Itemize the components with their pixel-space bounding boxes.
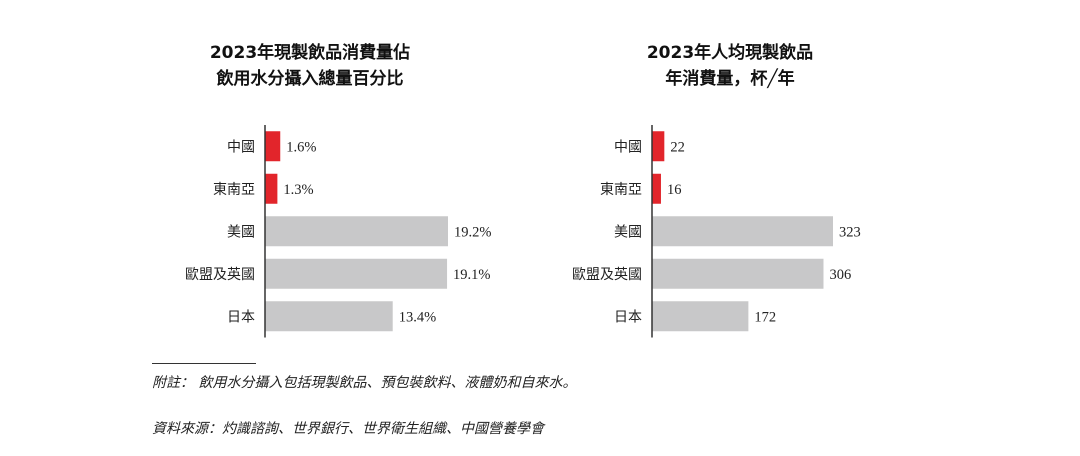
chart-1-value-label: 19.1% <box>453 267 490 283</box>
chart-2-category-label: 東南亞 <box>600 182 642 198</box>
chart-2-category-label: 中國 <box>614 139 642 155</box>
chart-1-bar <box>265 258 448 289</box>
chart-1-bar <box>265 131 281 162</box>
chart-1-value-label: 19.2% <box>454 224 491 240</box>
chart-1-category-label: 美國 <box>227 224 255 240</box>
chart-1-value-label: 1.6% <box>286 139 316 155</box>
chart-2-bar <box>652 258 824 289</box>
chart-1-bar <box>265 301 393 332</box>
chart-1-value-label: 13.4% <box>399 309 436 325</box>
chart-1-category-label: 歐盟及英國 <box>185 266 255 283</box>
chart-1-title: 2023年現製飲品消費量佔 飲用水分攝入總量百分比 <box>180 40 440 92</box>
chart-1-bar <box>265 216 448 247</box>
chart-1-category-label: 東南亞 <box>213 182 255 198</box>
chart-2-value-label: 323 <box>839 224 861 240</box>
chart-2-bar <box>652 131 665 162</box>
chart-2-title-line-1: 2023年人均現製飲品 <box>646 43 814 63</box>
chart-2-bar <box>652 216 833 247</box>
chart-2-bar <box>652 173 661 204</box>
chart-1-title-line-1: 2023年現製飲品消費量佔 <box>209 43 411 63</box>
chart-2-category-label: 日本 <box>614 309 642 325</box>
chart-2-value-label: 306 <box>829 267 851 283</box>
chart-1-value-label: 1.3% <box>283 182 313 198</box>
chart-2-title-line-2: 年消費量，杯╱年 <box>665 69 795 89</box>
chart-2-value-label: 22 <box>670 139 685 155</box>
chart-2-title: 2023年人均現製飲品 年消費量，杯╱年 <box>610 40 850 92</box>
chart-1-title-line-2: 飲用水分攝入總量百分比 <box>216 69 404 89</box>
footnote-note: 附註： 飲用水分攝入包括現製飲品、預包裝飲料、液體奶和自來水。 <box>152 375 577 391</box>
chart-2-value-label: 16 <box>667 182 682 198</box>
chart-1-category-label: 日本 <box>227 309 255 325</box>
chart-2-bar <box>652 301 749 332</box>
chart-2-value-label: 172 <box>754 309 776 325</box>
footnote-divider <box>152 363 256 364</box>
chart-1-category-label: 中國 <box>227 139 255 155</box>
chart-2-category-label: 歐盟及英國 <box>572 266 642 283</box>
footnote-source: 資料來源：灼識諮詢、世界銀行、世界衛生組織、中國營養學會 <box>152 421 544 437</box>
chart-2-category-label: 美國 <box>614 224 642 240</box>
chart-1-bar <box>265 173 278 204</box>
